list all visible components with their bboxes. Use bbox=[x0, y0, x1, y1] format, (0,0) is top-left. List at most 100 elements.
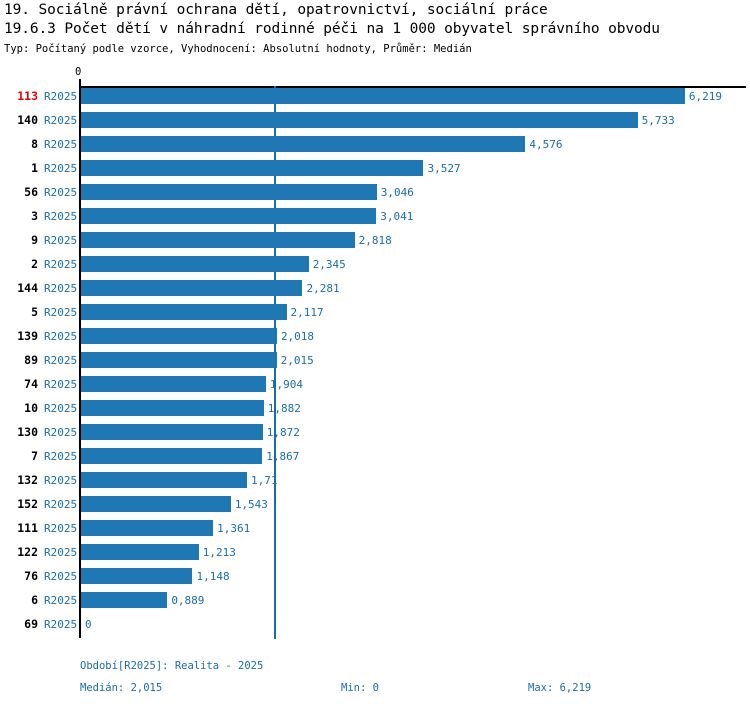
x-axis-zero-tick bbox=[79, 79, 81, 87]
bar[interactable] bbox=[81, 112, 638, 128]
bar[interactable] bbox=[81, 424, 263, 440]
bar[interactable] bbox=[81, 328, 277, 344]
bar[interactable] bbox=[81, 544, 199, 560]
bar[interactable] bbox=[81, 280, 303, 296]
bar-value-label: 2,117 bbox=[290, 306, 324, 319]
header-block: 19. Sociálně právní ochrana dětí, opatro… bbox=[4, 1, 746, 57]
bar-value-label: 4,576 bbox=[529, 138, 563, 151]
bar-row-category-label: 6 bbox=[31, 593, 38, 607]
bar-value-label: 2,345 bbox=[312, 258, 346, 271]
bar[interactable] bbox=[81, 352, 277, 368]
footer-max-label: Max: 6,219 bbox=[528, 682, 592, 694]
bar-row[interactable]: 7 R2025 1,867 bbox=[0, 446, 750, 470]
bar-row[interactable]: 139 R2025 2,018 bbox=[0, 326, 750, 350]
bar[interactable] bbox=[81, 184, 377, 200]
bar[interactable] bbox=[81, 136, 526, 152]
bar-row-period-label: R2025 bbox=[44, 330, 78, 343]
bar[interactable] bbox=[81, 232, 355, 248]
bar-row-period-label: R2025 bbox=[44, 210, 78, 223]
bar-row-period-label: R2025 bbox=[44, 570, 78, 583]
bar-row-period-label: R2025 bbox=[44, 114, 78, 127]
bar-row-period-label: R2025 bbox=[44, 186, 78, 199]
bar-row-period-label: R2025 bbox=[44, 234, 78, 247]
bar-row-category-label: 3 bbox=[31, 209, 38, 223]
bar-value-label: 1,882 bbox=[267, 402, 301, 415]
bar-row[interactable]: 111 R2025 1,361 bbox=[0, 518, 750, 542]
bar-row-category-label: 7 bbox=[31, 449, 38, 463]
bar-row[interactable]: 8 R2025 4,576 bbox=[0, 134, 750, 158]
bar[interactable] bbox=[81, 520, 214, 536]
bar-row[interactable]: 74 R2025 1,904 bbox=[0, 374, 750, 398]
y-axis-line bbox=[79, 86, 81, 638]
bar-row-category-label: 139 bbox=[17, 329, 38, 343]
bar[interactable] bbox=[81, 376, 266, 392]
bar-row[interactable]: 9 R2025 2,818 bbox=[0, 230, 750, 254]
bar[interactable] bbox=[81, 160, 424, 176]
bar-row[interactable]: 3 R2025 3,041 bbox=[0, 206, 750, 230]
bar-row[interactable]: 69 R2025 0 bbox=[0, 614, 750, 638]
bar-row-period-label: R2025 bbox=[44, 546, 78, 559]
bar[interactable] bbox=[81, 496, 231, 512]
bar-row-category-label: 69 bbox=[24, 617, 38, 631]
bar-row[interactable]: 132 R2025 1,71 bbox=[0, 470, 750, 494]
bar[interactable] bbox=[81, 400, 264, 416]
bar-value-label: 3,527 bbox=[427, 162, 461, 175]
bar-row-period-label: R2025 bbox=[44, 450, 78, 463]
bar-row-category-label: 89 bbox=[24, 353, 38, 367]
bar-row-category-label: 5 bbox=[31, 305, 38, 319]
bar-row[interactable]: 2 R2025 2,345 bbox=[0, 254, 750, 278]
bar-row-period-label: R2025 bbox=[44, 378, 78, 391]
bar-value-label: 1,543 bbox=[234, 498, 268, 511]
bar-row-period-label: R2025 bbox=[44, 258, 78, 271]
page-subtitle: 19.6.3 Počet dětí v náhradní rodinné péč… bbox=[4, 21, 660, 37]
bar[interactable] bbox=[81, 88, 685, 104]
bar-row-category-label: 130 bbox=[17, 425, 38, 439]
footer-min-label: Min: 0 bbox=[341, 682, 379, 694]
bar-row[interactable]: 5 R2025 2,117 bbox=[0, 302, 750, 326]
bar[interactable] bbox=[81, 448, 263, 464]
bar[interactable] bbox=[81, 304, 287, 320]
bar-row[interactable]: 6 R2025 0,889 bbox=[0, 590, 750, 614]
bar-row-category-label: 9 bbox=[31, 233, 38, 247]
bar-value-label: 1,213 bbox=[202, 546, 236, 559]
bar[interactable] bbox=[81, 208, 377, 224]
x-axis-zero-tick-label: 0 bbox=[75, 66, 82, 78]
bar-row-category-label: 144 bbox=[17, 281, 38, 295]
bar-value-label: 6,219 bbox=[688, 90, 722, 103]
bar-row-period-label: R2025 bbox=[44, 90, 78, 103]
bar-row[interactable]: 89 R2025 2,015 bbox=[0, 350, 750, 374]
bar-row-category-label: 56 bbox=[24, 185, 38, 199]
bar-row-category-label: 74 bbox=[24, 377, 38, 391]
bar-row[interactable]: 1 R2025 3,527 bbox=[0, 158, 750, 182]
bar-value-label: 5,733 bbox=[641, 114, 675, 127]
bar-row-category-label: 152 bbox=[17, 497, 38, 511]
bar-row[interactable]: 56 R2025 3,046 bbox=[0, 182, 750, 206]
bar-value-label: 3,046 bbox=[380, 186, 414, 199]
bar-value-label: 2,015 bbox=[280, 354, 314, 367]
bar-row[interactable]: 130 R2025 1,872 bbox=[0, 422, 750, 446]
bar-row-category-label: 111 bbox=[17, 521, 38, 535]
bar-row-category-label: 113 bbox=[17, 89, 38, 103]
bar-value-label: 1,148 bbox=[196, 570, 230, 583]
bar-row[interactable]: 76 R2025 1,148 bbox=[0, 566, 750, 590]
bar-row[interactable]: 113 R2025 6,219 bbox=[0, 86, 750, 110]
bar-rows: 113 R2025 6,219 140 R2025 5,733 8 R2025 4,576 1 R2… bbox=[0, 76, 750, 646]
x-axis-line bbox=[79, 86, 746, 88]
bar[interactable] bbox=[81, 592, 168, 608]
bar-value-label: 3,041 bbox=[380, 210, 414, 223]
bar-row[interactable]: 122 R2025 1,213 bbox=[0, 542, 750, 566]
bar-row-category-label: 76 bbox=[24, 569, 38, 583]
page-title: 19. Sociálně právní ochrana dětí, opatro… bbox=[4, 2, 548, 18]
bar[interactable] bbox=[81, 256, 309, 272]
bar-value-label: 0,889 bbox=[171, 594, 205, 607]
bar-row[interactable]: 144 R2025 2,281 bbox=[0, 278, 750, 302]
bar[interactable] bbox=[81, 568, 193, 584]
bar-row[interactable]: 140 R2025 5,733 bbox=[0, 110, 750, 134]
bar-row-category-label: 8 bbox=[31, 137, 38, 151]
bar-row[interactable]: 10 R2025 1,882 bbox=[0, 398, 750, 422]
bar-row-category-label: 1 bbox=[31, 161, 38, 175]
bar-value-label: 2,818 bbox=[358, 234, 392, 247]
bar[interactable] bbox=[81, 472, 248, 488]
bar-row[interactable]: 152 R2025 1,543 bbox=[0, 494, 750, 518]
bar-row-period-label: R2025 bbox=[44, 474, 78, 487]
